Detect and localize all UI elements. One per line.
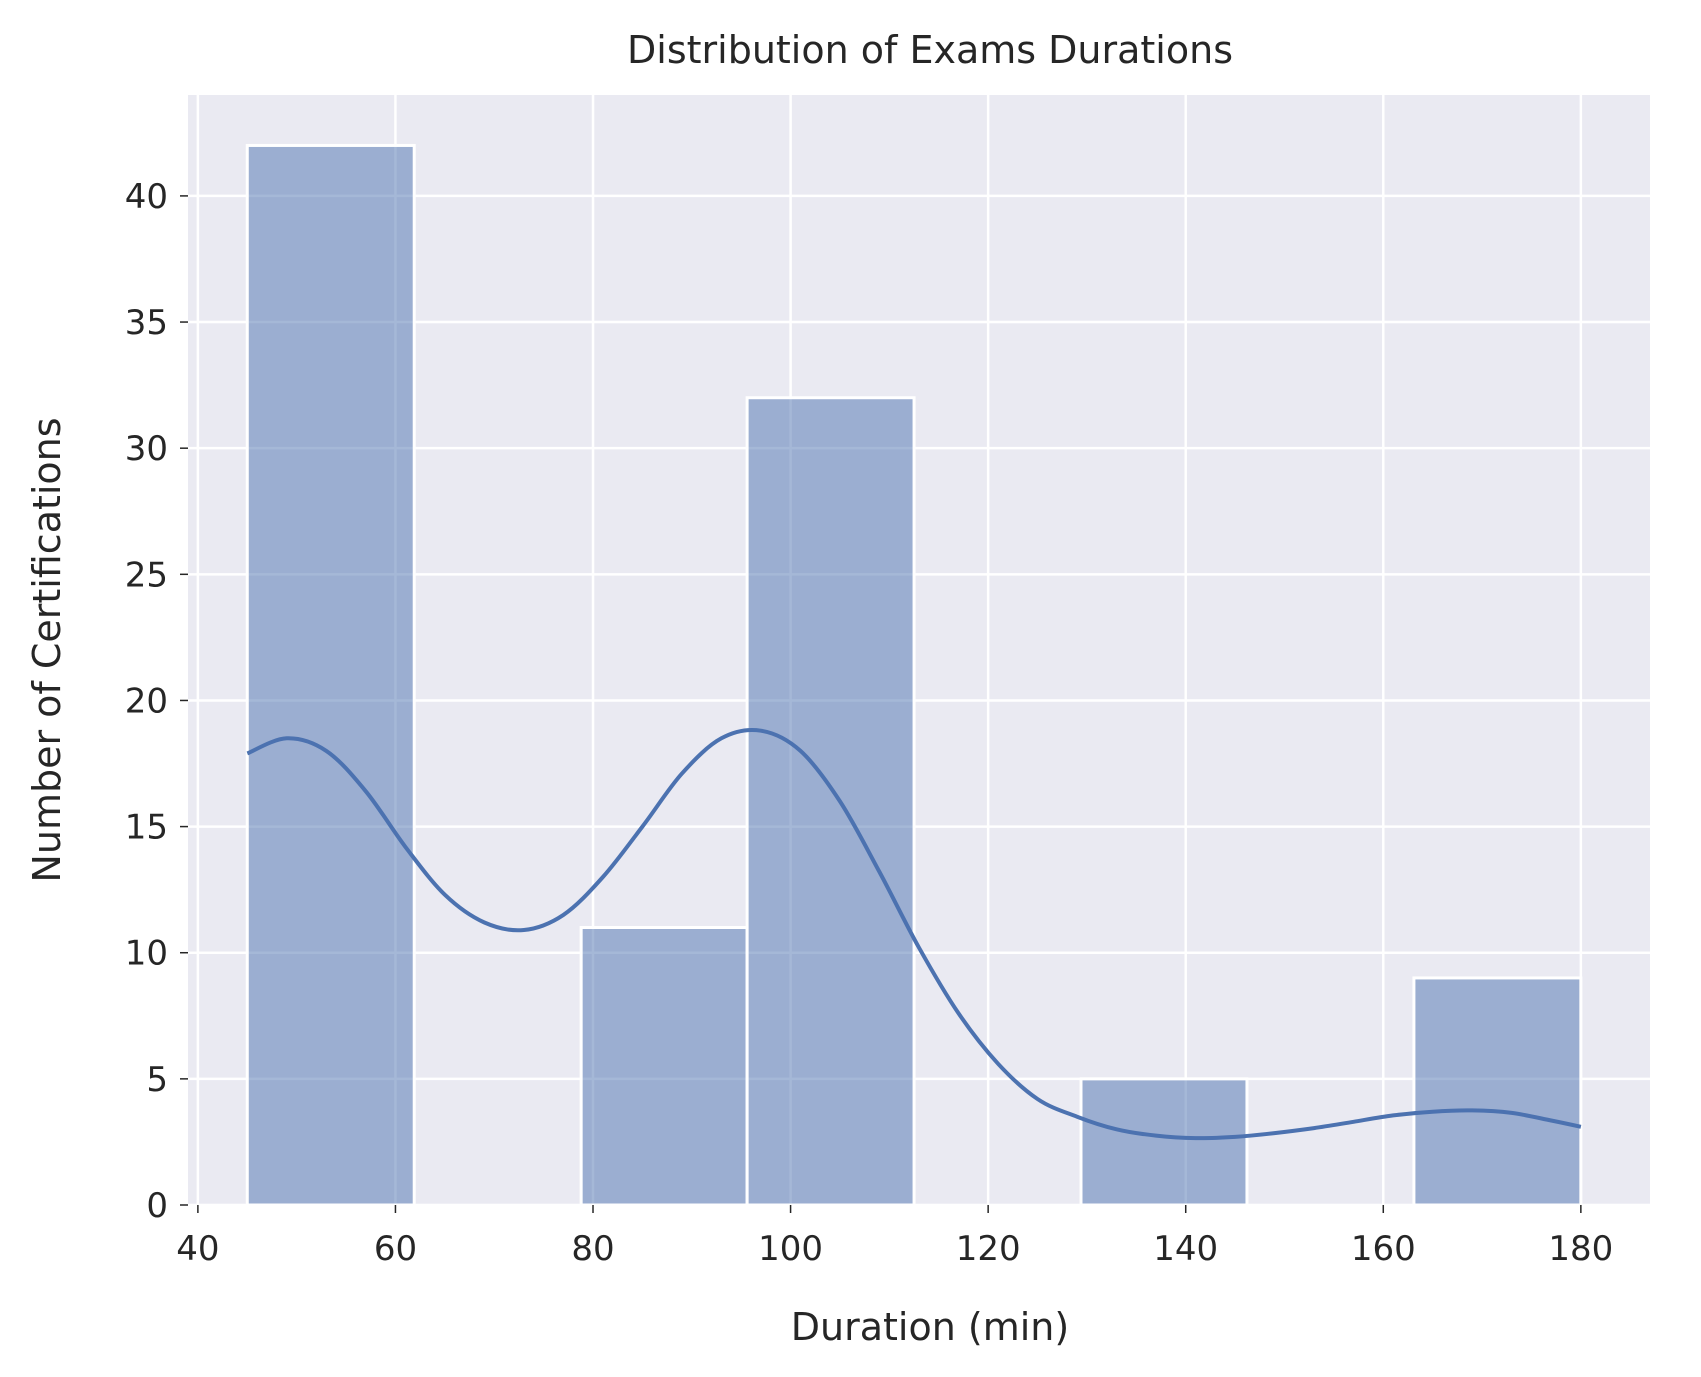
x-tick-label: 140: [1153, 1229, 1218, 1269]
x-tick-label: 180: [1548, 1229, 1613, 1269]
y-axis-ticks: 0 5 10 15 20 25 30 35 40: [125, 177, 188, 1226]
plot-area: [188, 95, 1650, 1205]
x-tick-label: 40: [176, 1229, 219, 1269]
y-tick-label: 35: [125, 303, 168, 343]
y-tick-label: 10: [125, 934, 168, 974]
x-tick-label: 100: [758, 1229, 823, 1269]
x-tick-label: 60: [374, 1229, 417, 1269]
y-tick-label: 5: [146, 1060, 168, 1100]
x-tick-label: 80: [571, 1229, 614, 1269]
y-tick-label: 15: [125, 808, 168, 848]
kde-curve: [246, 727, 1582, 1141]
x-tick-label: 120: [956, 1229, 1021, 1269]
y-tick-label: 40: [125, 177, 168, 217]
y-tick-label: 0: [146, 1186, 168, 1226]
chart-title: Distribution of Exams Durations: [627, 28, 1233, 72]
y-tick-label: 25: [125, 555, 168, 595]
y-tick-label: 20: [125, 681, 168, 721]
y-tick-label: 30: [125, 429, 168, 469]
y-axis-label: Number of Certifications: [25, 417, 69, 882]
x-tick-label: 160: [1351, 1229, 1416, 1269]
histogram-bars: [245, 143, 1583, 1207]
histogram-bar: [245, 143, 416, 1207]
histogram-bar: [1079, 1077, 1249, 1207]
histogram-bar: [1412, 976, 1583, 1207]
x-axis-label: Duration (min): [791, 1305, 1069, 1349]
x-axis-ticks: 40 60 80 100 120 140 160 180: [176, 1205, 1613, 1269]
histogram-bar: [745, 396, 916, 1207]
histogram-bar: [579, 926, 749, 1207]
